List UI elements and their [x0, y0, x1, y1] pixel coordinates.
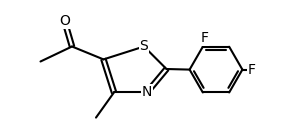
Text: S: S [140, 39, 148, 54]
Text: F: F [200, 31, 208, 45]
Text: O: O [59, 14, 70, 28]
Text: F: F [248, 63, 256, 77]
Text: N: N [142, 85, 152, 99]
